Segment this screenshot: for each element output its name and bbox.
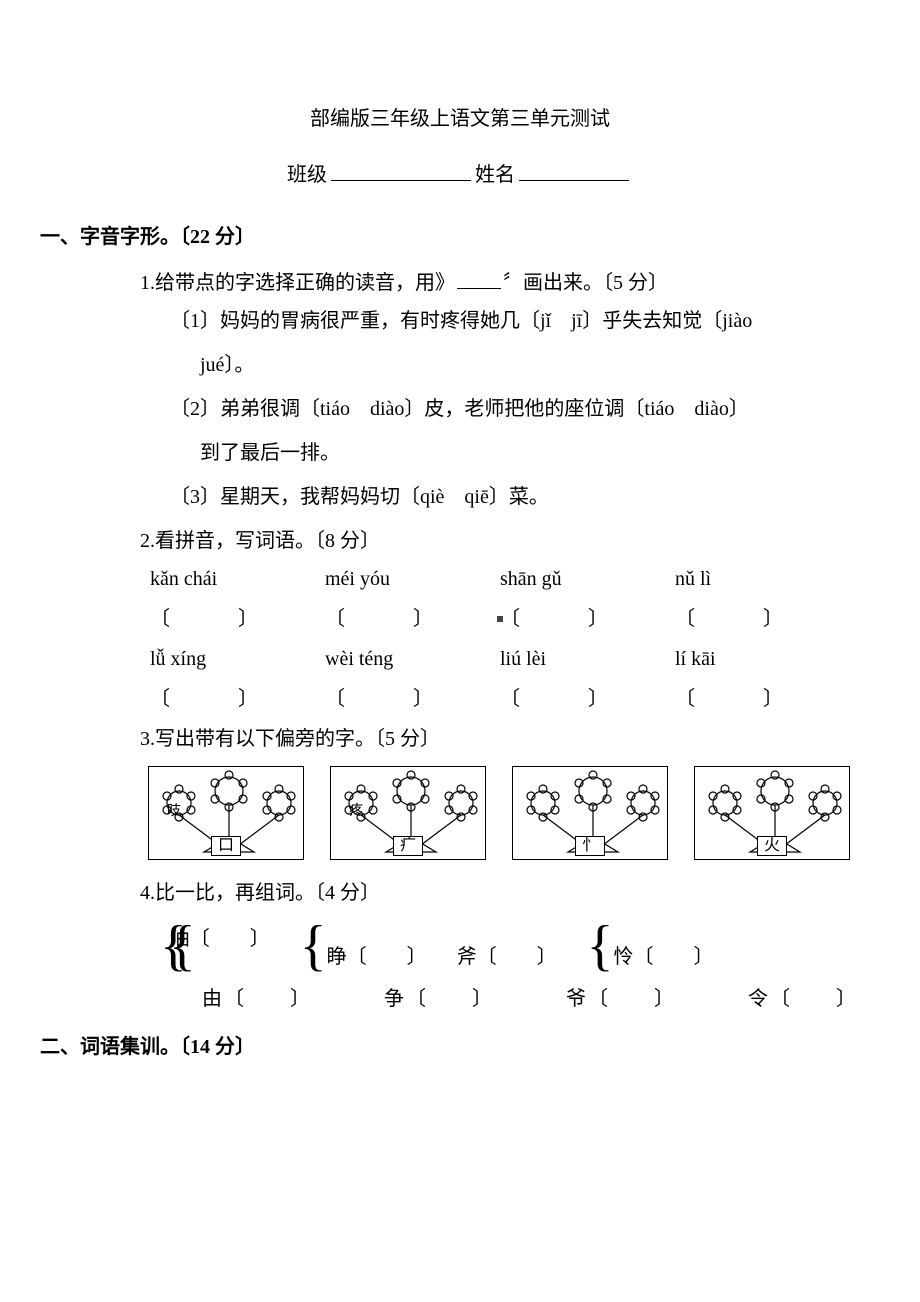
pinyin-cell: lí kāi [675, 640, 850, 678]
center-marker-icon [497, 616, 503, 622]
compare-top: 油〔 〕 [170, 918, 270, 958]
class-label: 班级 [287, 164, 327, 186]
section-2-heading: 二、词语集训。〔14 分〕 [40, 1028, 880, 1066]
pinyin-cell: méi yóu [325, 560, 500, 598]
answer-paren: 〔 〕 [500, 680, 675, 718]
question-1: 1.给带点的字选择正确的读音，用》 〞画出来。〔5 分〕 〔1〕妈妈的胃病很严重，… [140, 264, 850, 516]
compare-char: 斧〔 〕 [457, 938, 557, 976]
answer-paren: 〔 〕 [325, 600, 500, 638]
compare-group: { 占 睁〔 〕 [300, 918, 427, 976]
compare-char: 爷〔 〕 [566, 980, 668, 1018]
q1-prompt-b: 〞画出来。〔5 分〕 [503, 272, 668, 294]
answer-paren: 〔 〕 [675, 600, 850, 638]
flower-radical-label: 口 [211, 836, 241, 856]
compare-group: 占 斧〔 〕 [457, 918, 557, 976]
brace-icon: { [587, 918, 614, 974]
compare-group: { 占 怜〔 〕 [587, 918, 714, 976]
name-label: 姓名 [475, 164, 515, 186]
compare-top: 占 怜〔 〕 [614, 918, 714, 976]
section-1-heading: 一、字音字形。〔22 分〕 [40, 218, 880, 256]
flower-radical-label: 疒 [393, 836, 423, 856]
q3-flower-row: 吱 口 疼 疒 [148, 766, 850, 860]
document-page: 部编版三年级上语文第三单元测试 班级 姓名 一、字音字形。〔22 分〕 1.给带点… [0, 0, 920, 1114]
q1-prompt: 1.给带点的字选择正确的读音，用》 〞画出来。〔5 分〕 [140, 264, 850, 302]
q4-prompt: 4.比一比，再组词。〔4 分〕 [140, 874, 850, 912]
page-title: 部编版三年级上语文第三单元测试 [40, 100, 880, 138]
q4-top-row: {{ 油〔 〕 { 占 睁〔 〕 占 斧〔 〕 { [160, 918, 850, 976]
flower-diagram: 吱 口 [148, 766, 304, 860]
compare-group: {{ 油〔 〕 [160, 918, 270, 976]
q1-item-3: 〔3〕星期天，我帮妈妈切〔qiè qiē〕菜。 [170, 478, 850, 516]
answer-paren: 〔 〕 [325, 680, 500, 718]
pinyin-cell: shān gǔ [500, 560, 675, 598]
pinyin-cell: wèi téng [325, 640, 500, 678]
pinyin-cell: liú lèi [500, 640, 675, 678]
q2-paren-row-1: 〔 〕 〔 〕 〔 〕 〔 〕 [150, 600, 850, 638]
flower-example-char: 吱 [167, 799, 181, 826]
q2-pinyin-row-1: kǎn chái méi yóu shān gǔ nǔ lì [150, 560, 850, 598]
name-blank [519, 160, 629, 181]
question-2: 2.看拼音，写词语。〔8 分〕 kǎn chái méi yóu shān gǔ… [140, 522, 850, 718]
compare-char: 油〔 〕 [170, 920, 270, 958]
pinyin-cell: kǎn chái [150, 560, 325, 598]
q1-item-2b: 到了最后一排。 [200, 434, 850, 472]
answer-paren: 〔 〕 [150, 600, 325, 638]
question-4: 4.比一比，再组词。〔4 分〕 {{ 油〔 〕 { 占 睁〔 〕 占 斧〔 〕 [140, 874, 850, 1018]
q1-prompt-a: 1.给带点的字选择正确的读音，用》 [140, 272, 455, 294]
flower-diagram: 火 [694, 766, 850, 860]
q1-item-2a: 〔2〕弟弟很调〔tiáo diào〕皮，老师把他的座位调〔tiáo diào〕 [170, 390, 850, 428]
answer-paren: 〔 〕 [675, 680, 850, 718]
compare-char: 怜〔 〕 [614, 938, 714, 976]
flower-diagram: 忄 [512, 766, 668, 860]
question-3: 3.写出带有以下偏旁的字。〔5 分〕 吱 口 [140, 720, 850, 860]
q3-prompt: 3.写出带有以下偏旁的字。〔5 分〕 [140, 720, 850, 758]
flower-radical-label: 忄 [575, 836, 605, 856]
q1-item-1a: 〔1〕妈妈的胃病很严重，有时疼得她几〔jǐ jī〕乎失去知觉〔jiào [170, 302, 850, 340]
brace-icon: { [300, 918, 327, 974]
q1-item-1b: jué〕。 [200, 346, 850, 384]
student-info-line: 班级 姓名 [40, 156, 880, 194]
compare-char: 睁〔 〕 [327, 938, 427, 976]
flower-diagram: 疼 疒 [330, 766, 486, 860]
q2-prompt: 2.看拼音，写词语。〔8 分〕 [140, 522, 850, 560]
compare-char: 由〔 〕 [202, 980, 304, 1018]
compare-char: 令〔 〕 [748, 980, 850, 1018]
q4-bottom-row: 由〔 〕 争〔 〕 爷〔 〕 令〔 〕 [202, 980, 850, 1018]
flower-example-char: 疼 [349, 799, 363, 826]
q2-pinyin-row-2: lǚ xíng wèi téng liú lèi lí kāi [150, 640, 850, 678]
q1-blank [457, 268, 501, 289]
compare-top: 占 斧〔 〕 [457, 918, 557, 976]
compare-top: 占 睁〔 〕 [327, 918, 427, 976]
pinyin-cell: nǔ lì [675, 560, 850, 598]
compare-char: 争〔 〕 [384, 980, 486, 1018]
pinyin-cell: lǚ xíng [150, 640, 325, 678]
q2-paren-row-2: 〔 〕 〔 〕 〔 〕 〔 〕 [150, 680, 850, 718]
answer-paren: 〔 〕 [150, 680, 325, 718]
flower-radical-label: 火 [757, 836, 787, 856]
class-blank [331, 160, 471, 181]
answer-paren: 〔 〕 [500, 600, 675, 638]
